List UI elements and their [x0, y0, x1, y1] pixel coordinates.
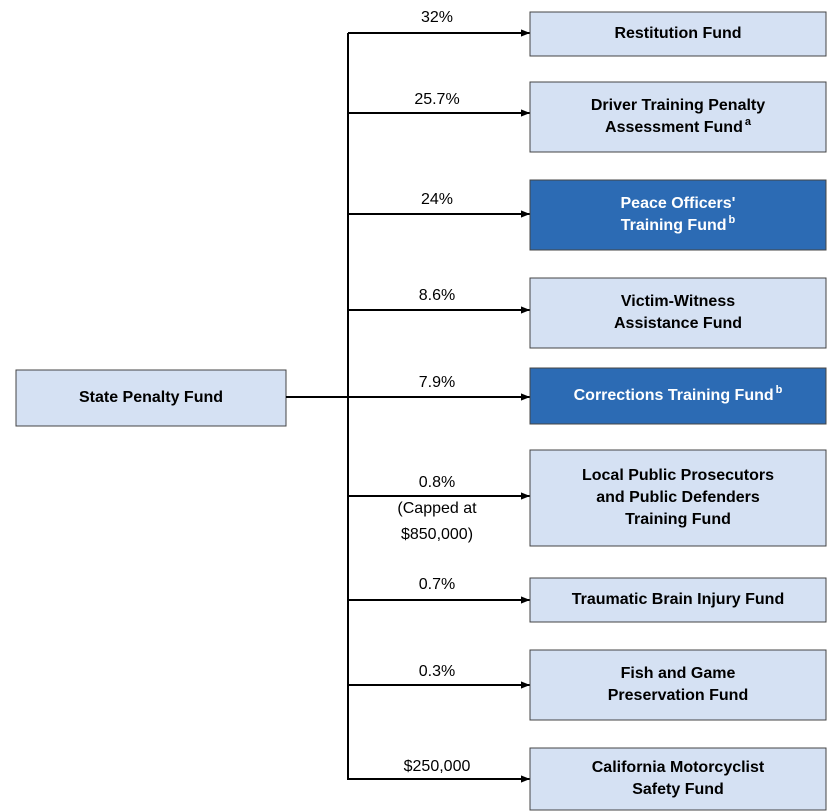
branch-label: $250,000	[404, 758, 471, 775]
fund-box	[529, 179, 827, 251]
fund-name-line: Fish and Game	[621, 665, 736, 682]
fund-name: Local Public Prosecutors	[582, 467, 774, 484]
fund-name: Peace Officers'	[621, 195, 736, 212]
fund-name: Restitution Fund	[614, 25, 741, 42]
fund-name: Traumatic Brain Injury Fund	[572, 591, 784, 608]
fund-name: Driver Training Penalty	[591, 97, 765, 114]
fund-name-line: Local Public Prosecutors	[582, 467, 774, 484]
fund-name-line: Victim-Witness	[621, 293, 735, 310]
fund-box	[529, 577, 827, 623]
fund-name-line: Driver Training Penalty	[591, 97, 765, 114]
branch-label: 32%	[421, 9, 453, 26]
fund-name: Assessment Fund a	[605, 116, 752, 136]
branch-label: 24%	[421, 191, 453, 208]
fund-name-line: Safety Fund	[632, 781, 724, 798]
fund-name-line: Peace Officers'	[621, 195, 736, 212]
fund-name: Preservation Fund	[608, 687, 748, 704]
fund-box	[529, 449, 827, 547]
branch-label: 8.6%	[419, 287, 455, 304]
fund-name: Safety Fund	[632, 781, 724, 798]
fund-name: Corrections Training Fund b	[574, 384, 783, 404]
branch-label: 25.7%	[414, 91, 459, 108]
branch-label: 0.8%	[419, 474, 455, 491]
fund-box	[529, 649, 827, 721]
source-box	[15, 369, 287, 427]
fund-name-line: Preservation Fund	[608, 687, 748, 704]
footnote-mark: b	[729, 214, 736, 226]
fund-box	[529, 747, 827, 811]
footnote-mark: b	[776, 384, 783, 396]
fund-name-line: Training Fund	[621, 217, 727, 234]
source-label: State Penalty Fund	[79, 389, 223, 406]
fund-name: and Public Defenders	[596, 489, 760, 506]
branch-label: 0.7%	[419, 576, 455, 593]
fund-name-line: Training Fund	[625, 511, 731, 528]
fund-name: Assistance Fund	[614, 315, 742, 332]
branch-label: 7.9%	[419, 374, 455, 391]
fund-name-line: Assistance Fund	[614, 315, 742, 332]
fund-name: Training Fund b	[621, 214, 736, 234]
fund-name: Training Fund	[625, 511, 731, 528]
fund-name-line: Assessment Fund	[605, 119, 743, 136]
branch-label: (Capped at	[397, 500, 477, 517]
branch-label: $850,000)	[401, 526, 473, 543]
fund-box	[529, 81, 827, 153]
fund-name-line: California Motorcyclist	[592, 759, 765, 776]
fund-name-line: Restitution Fund	[614, 25, 741, 42]
fund-name-line: Traumatic Brain Injury Fund	[572, 591, 784, 608]
branch-label: 0.3%	[419, 663, 455, 680]
fund-box	[529, 277, 827, 349]
fund-name: California Motorcyclist	[592, 759, 765, 776]
footnote-mark: a	[745, 116, 752, 128]
fund-box	[529, 367, 827, 425]
fund-name: Fish and Game	[621, 665, 736, 682]
fund-name-line: Corrections Training Fund	[574, 387, 774, 404]
fund-name: Victim-Witness	[621, 293, 735, 310]
fund-box	[529, 11, 827, 57]
fund-name-line: and Public Defenders	[596, 489, 760, 506]
